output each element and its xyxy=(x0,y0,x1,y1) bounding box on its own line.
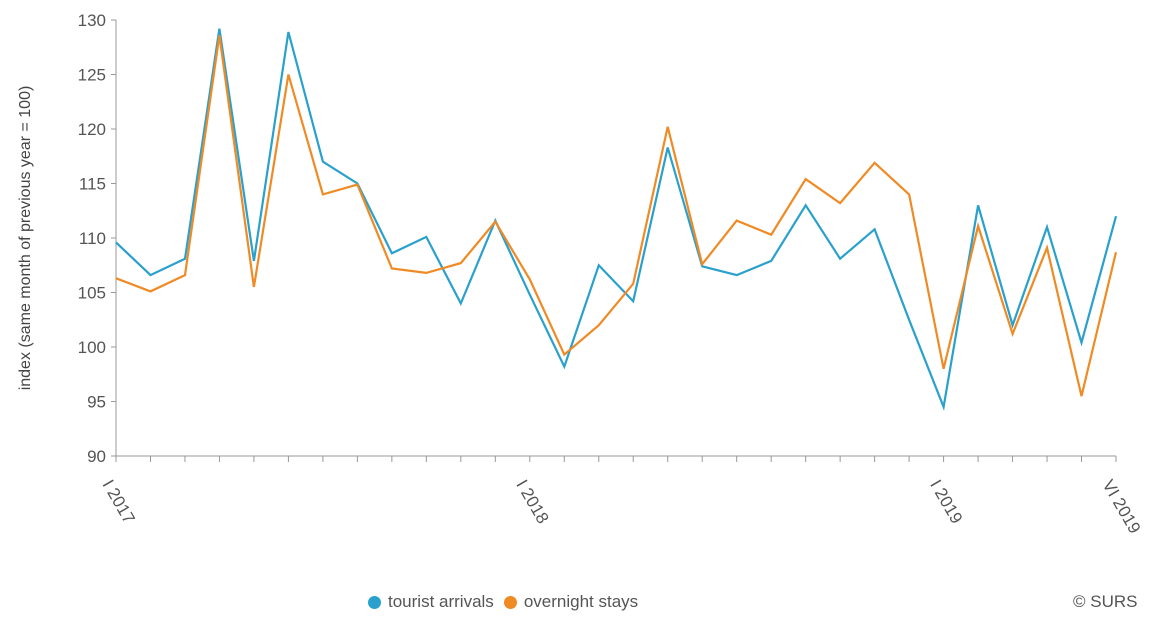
y-tick-label: 120 xyxy=(78,120,106,139)
legend-item-overnight-stays[interactable]: overnight stays xyxy=(503,592,639,612)
legend-item-tourist-arrivals[interactable]: tourist arrivals xyxy=(368,592,494,612)
y-tick-label: 125 xyxy=(78,66,106,85)
series-line-tourist-arrivals xyxy=(115,28,1118,411)
legend-swatch-overnight-stays xyxy=(503,595,517,609)
legend-label-tourist-arrivals: tourist arrivals xyxy=(388,592,494,611)
y-tick-label: 95 xyxy=(87,393,106,412)
x-tick-label: I 2017 xyxy=(99,477,139,527)
y-tick-label: 100 xyxy=(78,338,106,357)
x-tick-label: I 2018 xyxy=(512,477,552,527)
chart-plot: 90 95 100 105 110 115 120 125 130 I 2017 I 2018 I 2… xyxy=(17,11,1145,537)
y-tick-label: 90 xyxy=(87,447,106,466)
y-axis-title: index (same month of previous year = 100… xyxy=(17,86,34,391)
y-tick-label: 105 xyxy=(78,284,106,303)
y-tick-label: 110 xyxy=(79,229,106,248)
x-tick-label: VI 2019 xyxy=(1099,477,1145,537)
legend-label-overnight-stays: overnight stays xyxy=(523,592,639,611)
x-tick-label: I 2019 xyxy=(926,477,966,527)
y-tick-label: 115 xyxy=(79,175,106,194)
series-line-overnight-stays xyxy=(115,35,1118,397)
legend-swatch-tourist-arrivals xyxy=(368,595,381,609)
legend: tourist arrivals overnight stays xyxy=(368,592,638,612)
credit-text: © SURS xyxy=(1073,592,1138,611)
y-tick-label: 130 xyxy=(78,11,106,30)
